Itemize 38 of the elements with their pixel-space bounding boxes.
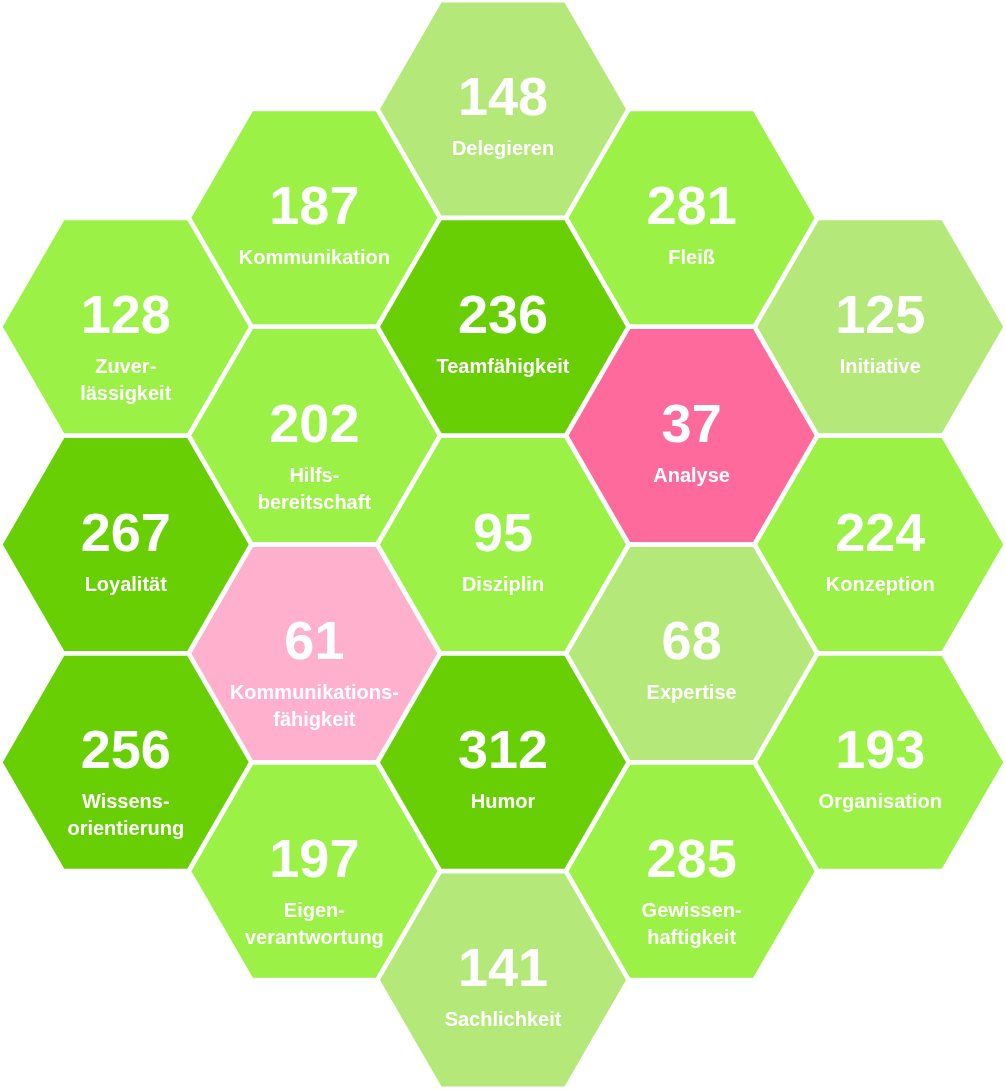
category-label: Initiative [839,354,921,377]
category-label: Teamfähigkeit [436,354,570,377]
data-label: 61 [284,610,345,671]
category-label: Disziplin [461,572,545,595]
category-label: Delegieren [451,136,555,159]
category-label: Wissens- orientierung [67,790,185,840]
category-label: Loyalität [84,572,168,595]
data-label: 193 [835,719,926,780]
data-label: 267 [80,501,171,562]
data-label: 187 [269,174,360,235]
category-label: Eigen- verantwortung [244,899,384,949]
data-label: 37 [661,392,722,453]
data-label: 312 [457,719,549,780]
category-label: Humor [470,790,536,813]
data-label: 197 [269,828,360,889]
category-label: Expertise [646,681,737,704]
category-label: Zuver- lässigkeit [80,354,172,404]
category-label: Kommunikations- fähigkeit [229,681,399,731]
data-label: 285 [646,828,737,889]
category-label: Gewissen- haftigkeit [641,899,742,949]
data-label: 281 [646,174,737,235]
category-label: Sachlichkeit [444,1008,562,1031]
category-label: Fleiß [668,245,715,268]
category-label: Analyse [653,463,730,486]
data-label: 148 [457,65,549,126]
category-label: Hilfs- bereitschaft [257,463,372,513]
data-label: 141 [457,937,549,998]
data-label: 256 [80,719,171,780]
data-label: 202 [269,392,360,453]
category-label: Organisation [818,790,942,813]
data-label: 95 [472,501,534,562]
data-label: 236 [457,283,549,344]
category-label: Kommunikation [238,245,390,268]
category-label: Konzeption [825,572,935,595]
data-label: 68 [661,610,722,671]
data-label: 224 [835,501,926,562]
data-label: 128 [80,283,171,344]
data-label: 125 [835,283,926,344]
